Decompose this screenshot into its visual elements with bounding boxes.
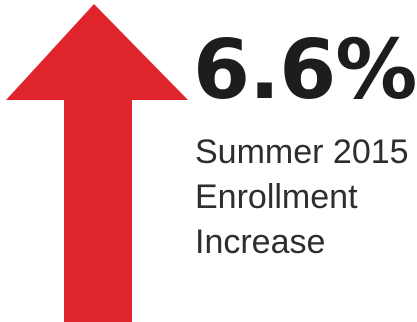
enrollment-increase-percent: 6.6% [193, 23, 417, 118]
up-arrow-shape [6, 4, 188, 322]
caption-line-metric: Enrollment [195, 178, 358, 216]
up-arrow-icon [6, 4, 188, 322]
caption-line-term: Summer 2015 [195, 133, 409, 171]
caption-line-change: Increase [195, 223, 326, 261]
